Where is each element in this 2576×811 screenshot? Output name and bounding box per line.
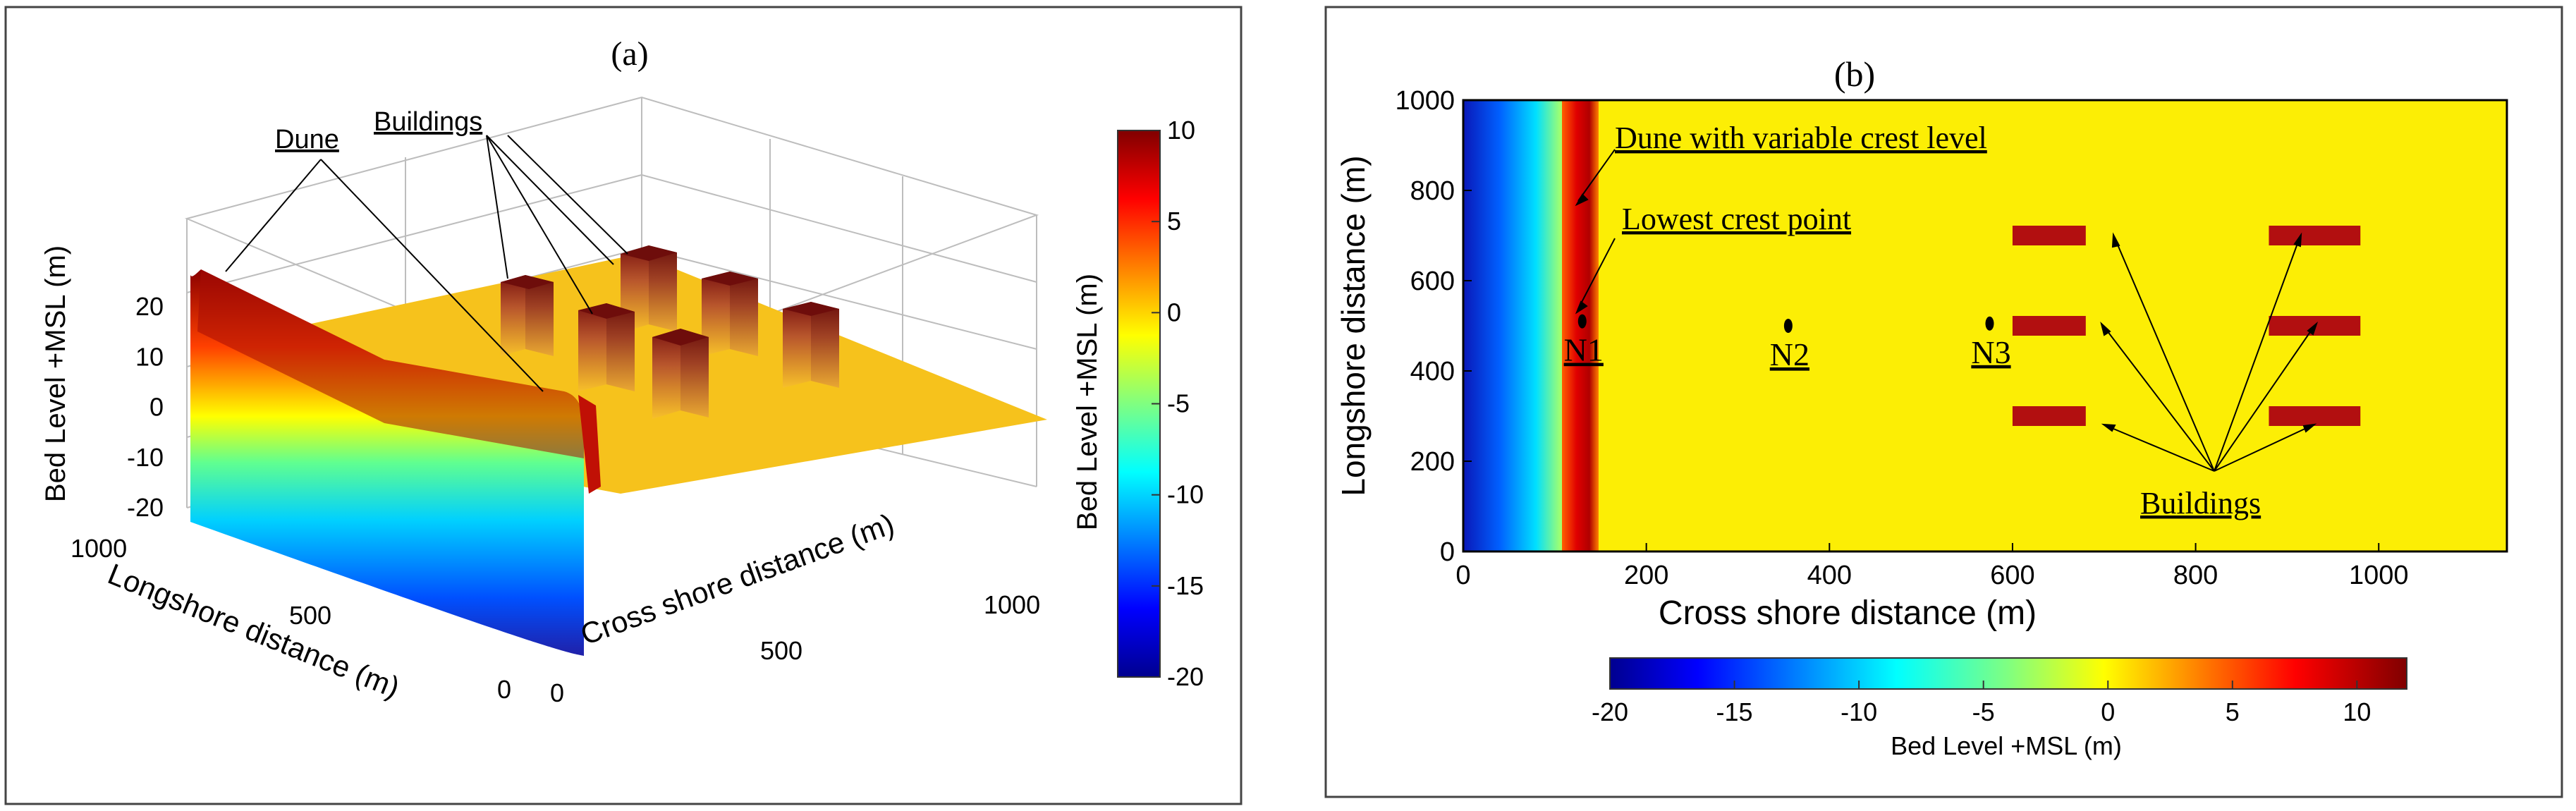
- plot-border: [1462, 99, 2508, 553]
- x-tick-label: 600: [1990, 561, 2034, 590]
- x-tick-label: 200: [1624, 561, 1668, 590]
- z-tick-label: 10: [135, 342, 164, 371]
- panel-b-colorbar-ticks: -20 -15 -10 -5 0 5 10: [1592, 681, 2371, 726]
- panel-b-colorbar: [1609, 657, 2407, 690]
- y-tick-label: 0: [497, 675, 511, 704]
- y-tick-label: 1000: [71, 534, 127, 563]
- buildings-3d: [501, 245, 839, 419]
- z-axis-label: Bed Level +MSL (m): [40, 245, 71, 502]
- y-tick-label: 200: [1410, 447, 1455, 477]
- colorbar-tick-label: -5: [1972, 697, 1995, 726]
- y-tick-label: 600: [1410, 267, 1455, 296]
- buildings-annotation-b: Buildings: [2140, 486, 2261, 520]
- panel-a-colorbar-ticks: 10 5 0 -5 -10 -15 -20: [1152, 116, 1204, 691]
- building-rect: [2012, 316, 2086, 336]
- colorbar-tick-label: 0: [2101, 697, 2115, 726]
- panel-a-label: (a): [611, 35, 648, 73]
- x-tick-label: 0: [550, 678, 564, 707]
- colorbar-tick-label: -15: [1716, 697, 1753, 726]
- colorbar-tick-label: -5: [1167, 389, 1190, 418]
- panel-b-colorbar-label: Bed Level +MSL (m): [1891, 731, 2122, 760]
- building-rect: [2012, 226, 2086, 245]
- building-rect: [2269, 406, 2361, 426]
- observation-point-marker: [1577, 314, 1587, 329]
- building-3d: [702, 272, 758, 356]
- x-tick-label: 0: [1455, 561, 1470, 590]
- x-tick-label: 800: [2173, 561, 2218, 590]
- z-tick-label: 20: [135, 292, 164, 321]
- panel-b-annotation-arrows: [1575, 149, 2319, 472]
- colorbar-tick-label: 5: [1167, 207, 1181, 236]
- building-3d: [578, 303, 635, 391]
- y-tick-label: 1000: [1395, 86, 1455, 116]
- observation-point-label: N3: [1971, 334, 2010, 370]
- panel-b-y-axis-ticks: 0 200 400 600 800 1000: [1395, 86, 1472, 567]
- dune-crest-annotation: Dune with variable crest level: [1615, 121, 1987, 155]
- panel-b-x-axis-label: Cross shore distance (m): [1659, 594, 2037, 632]
- x-tick-label: 500: [760, 636, 802, 665]
- x-tick-label: 1000: [984, 590, 1040, 619]
- z-tick-label: -20: [127, 493, 164, 522]
- z-tick-label: 0: [149, 393, 164, 422]
- y-tick-label: 0: [1440, 537, 1455, 567]
- observation-point-marker: [1783, 319, 1793, 333]
- colorbar-tick-label: -10: [1167, 480, 1204, 509]
- y-axis-ticks: 1000 500 0: [71, 534, 511, 704]
- buildings-annotation: Buildings: [374, 107, 482, 137]
- observation-point-label: N2: [1770, 336, 1809, 372]
- building-3d: [783, 302, 839, 388]
- building-3d: [652, 329, 709, 419]
- z-axis-ticks: 20 10 0 -10 -20: [127, 292, 164, 522]
- colorbar-tick-label: -10: [1841, 697, 1877, 726]
- panel-a-colorbar-label: Bed Level +MSL (m): [1072, 274, 1103, 530]
- dune-surface: [190, 269, 601, 656]
- panel-b-label: (b): [1834, 54, 1875, 94]
- buildings-layer: [2012, 226, 2361, 426]
- colorbar-tick-label: 10: [1167, 116, 1195, 145]
- colorbar-tick-label: 5: [2226, 697, 2240, 726]
- x-axis-ticks: 0 500 1000: [550, 590, 1040, 707]
- lowest-crest-annotation: Lowest crest point: [1622, 202, 1851, 236]
- colorbar-tick-label: -20: [1592, 697, 1628, 726]
- panel-b-x-axis-ticks: 0 200 400 600 800 1000: [1455, 543, 2409, 590]
- x-tick-label: 1000: [2349, 561, 2409, 590]
- y-tick-label: 800: [1410, 176, 1455, 206]
- y-tick-label: 400: [1410, 357, 1455, 386]
- colorbar-tick-label: -20: [1167, 662, 1204, 691]
- z-tick-label: -10: [127, 443, 164, 472]
- building-rect: [2269, 226, 2361, 245]
- x-tick-label: 400: [1807, 561, 1852, 590]
- colorbar-tick-label: -15: [1167, 571, 1204, 600]
- dune-annotation: Dune: [275, 125, 339, 154]
- observation-point-label: N1: [1564, 332, 1604, 368]
- observation-points: N1 N2 N3: [1564, 314, 2011, 372]
- colorbar-tick-label: 10: [2343, 697, 2371, 726]
- building-3d: [501, 275, 554, 356]
- building-rect: [2012, 406, 2086, 426]
- panel-a-annotation-lines: [225, 135, 628, 392]
- y-tick-label: 500: [289, 601, 331, 630]
- panel-a-surface-chart: (a): [4, 6, 1243, 805]
- observation-point-marker: [1985, 316, 1994, 331]
- colorbar-tick-label: 0: [1167, 298, 1181, 327]
- panel-b-y-axis-label: Longshore distance (m): [1335, 155, 1372, 496]
